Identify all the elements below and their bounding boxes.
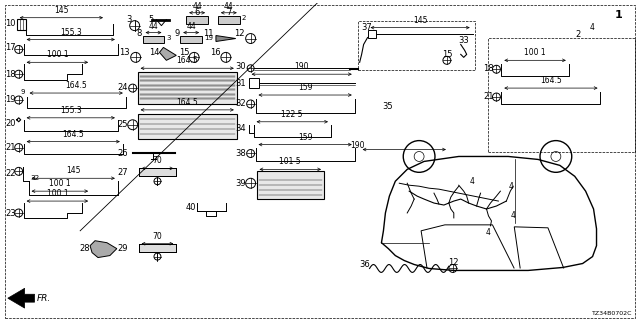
Text: 100 1: 100 1	[49, 179, 70, 188]
Text: 33: 33	[458, 36, 469, 45]
Text: 34: 34	[235, 124, 246, 133]
Text: 20: 20	[5, 119, 16, 128]
Text: 18: 18	[483, 64, 493, 73]
Text: 27: 27	[117, 168, 128, 177]
Bar	[180, 36, 202, 44]
Text: 13: 13	[119, 48, 130, 57]
Bar	[139, 168, 176, 176]
Text: 122 5: 122 5	[282, 110, 303, 119]
Text: 16: 16	[211, 48, 221, 57]
Text: 101 5: 101 5	[280, 157, 301, 166]
Bar	[248, 78, 259, 88]
Text: 22: 22	[5, 169, 16, 178]
Text: 145: 145	[66, 166, 81, 175]
Text: 14: 14	[149, 48, 159, 57]
Text: 23: 23	[5, 210, 16, 219]
Text: 31: 31	[235, 79, 246, 88]
Text: 25: 25	[117, 120, 128, 129]
Text: 40: 40	[186, 203, 196, 212]
Text: 100 1: 100 1	[524, 48, 546, 57]
Bar	[17, 19, 26, 30]
Text: 145: 145	[54, 6, 68, 15]
Bar	[186, 16, 208, 24]
Text: 3: 3	[166, 35, 171, 41]
Text: 21: 21	[5, 143, 16, 152]
Polygon shape	[8, 288, 35, 308]
Text: 12: 12	[449, 258, 459, 267]
Text: 19: 19	[204, 35, 213, 41]
Text: 3: 3	[126, 15, 132, 24]
Text: 12: 12	[234, 29, 244, 38]
Text: 4: 4	[469, 177, 474, 186]
Text: 32: 32	[31, 175, 40, 181]
Bar	[138, 72, 237, 104]
Polygon shape	[90, 241, 117, 258]
Text: 9: 9	[174, 29, 179, 38]
Text: 19: 19	[5, 95, 16, 104]
Text: 39: 39	[235, 179, 246, 188]
Text: 190: 190	[351, 141, 365, 150]
Text: 32: 32	[235, 100, 246, 108]
Text: 164.5: 164.5	[176, 56, 198, 65]
Text: 36: 36	[359, 260, 369, 269]
Text: 10: 10	[5, 19, 16, 28]
Text: 164.5: 164.5	[62, 130, 84, 139]
Text: 159: 159	[298, 132, 312, 141]
Text: 28: 28	[80, 244, 90, 253]
Text: 7: 7	[226, 8, 232, 17]
Text: 44: 44	[148, 21, 158, 31]
Text: 24: 24	[117, 83, 128, 92]
Text: 26: 26	[117, 149, 128, 158]
Bar	[139, 244, 176, 252]
Text: 30: 30	[235, 62, 246, 71]
Text: 100 1: 100 1	[47, 50, 68, 59]
Text: 4: 4	[509, 182, 514, 191]
Polygon shape	[159, 47, 176, 60]
Polygon shape	[216, 36, 236, 42]
Text: 4: 4	[511, 212, 516, 220]
Text: 164.5: 164.5	[176, 98, 198, 107]
Text: 29: 29	[117, 244, 128, 253]
Text: 2: 2	[242, 15, 246, 21]
Text: 8: 8	[136, 29, 141, 38]
Bar	[358, 21, 475, 70]
Text: 2: 2	[575, 30, 580, 39]
Text: 18: 18	[5, 70, 16, 79]
Text: 155.3: 155.3	[60, 28, 82, 36]
Text: 15: 15	[442, 50, 452, 59]
Text: 37: 37	[362, 23, 372, 32]
Bar	[488, 37, 635, 151]
Bar	[143, 36, 164, 44]
Text: 5: 5	[148, 15, 154, 24]
Text: 70: 70	[152, 232, 163, 241]
Text: 38: 38	[235, 149, 246, 158]
Text: TZ34B0702C: TZ34B0702C	[592, 311, 632, 316]
Text: 190: 190	[294, 62, 309, 71]
Bar	[138, 114, 237, 139]
Text: 17: 17	[5, 43, 16, 52]
Text: 11: 11	[204, 29, 214, 38]
Text: 4: 4	[486, 228, 491, 237]
Text: 4: 4	[590, 23, 595, 32]
Text: 44: 44	[192, 2, 202, 11]
Text: 1: 1	[614, 10, 622, 20]
Bar	[218, 16, 240, 24]
Text: 70: 70	[152, 156, 163, 165]
Text: 145: 145	[413, 16, 428, 25]
Text: 164.5: 164.5	[65, 81, 87, 90]
Text: 159: 159	[298, 83, 312, 92]
Text: 15: 15	[179, 48, 189, 57]
Text: 44: 44	[224, 2, 234, 11]
Text: 9: 9	[20, 89, 25, 95]
Text: 35: 35	[382, 102, 393, 111]
Text: 6: 6	[195, 8, 200, 17]
Text: 100 1: 100 1	[47, 189, 68, 198]
Text: 44: 44	[186, 21, 196, 31]
Text: 164.5: 164.5	[540, 76, 562, 85]
Bar	[257, 171, 324, 199]
Bar	[367, 30, 376, 37]
Text: 155.3: 155.3	[60, 106, 82, 115]
Text: 21: 21	[483, 92, 493, 101]
Text: FR.: FR.	[36, 294, 51, 303]
